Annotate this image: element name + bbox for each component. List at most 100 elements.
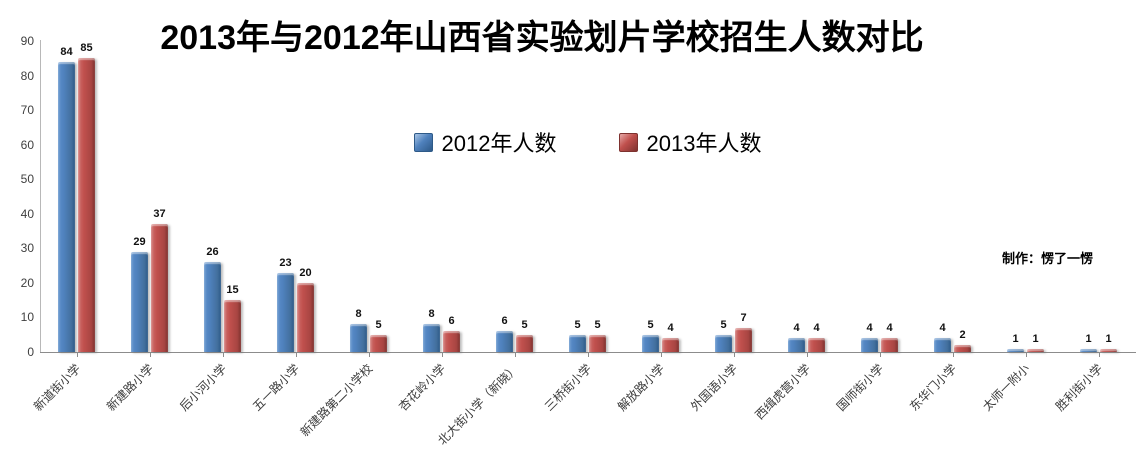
- bar-value-label: 8: [355, 308, 362, 321]
- x-axis-label: 东华门小学: [907, 361, 960, 414]
- y-axis-label: 60: [20, 137, 34, 152]
- bar-2012年人数: [1080, 348, 1097, 352]
- bar-value-label: 5: [594, 318, 601, 331]
- axis-tick: [368, 352, 370, 357]
- bar-2012年人数: [861, 338, 878, 352]
- axis-tick: [441, 352, 443, 357]
- x-axis-label: 后小河小学: [177, 361, 230, 414]
- bar-value-label: 15: [226, 284, 239, 297]
- bar-value-label: 5: [521, 318, 528, 331]
- x-axis-label: 外国语小学: [688, 361, 741, 414]
- bar-value-label: 84: [60, 45, 73, 58]
- bar-value-label: 5: [647, 318, 654, 331]
- axis-tick: [952, 352, 954, 357]
- bar-2012年人数: [642, 334, 659, 352]
- bar-2013年人数: [881, 338, 898, 352]
- axis-tick: [660, 352, 662, 357]
- axis-tick: [806, 352, 808, 357]
- bar-value-label: 4: [793, 322, 800, 335]
- axis-tick: [587, 352, 589, 357]
- bar-2013年人数: [1027, 348, 1044, 352]
- bar-2012年人数: [788, 338, 805, 352]
- x-axis-label: 五一路小学: [250, 361, 303, 414]
- legend-label: 2012年人数: [441, 131, 557, 156]
- bar-value-label: 6: [448, 315, 455, 328]
- y-axis-label: 40: [20, 206, 34, 221]
- y-axis-label: 50: [20, 172, 34, 187]
- bar-value-label: 2: [959, 329, 966, 342]
- bar-2013年人数: [443, 331, 460, 352]
- bar-value-label: 6: [501, 315, 508, 328]
- x-axis-label: 西缉虎营小学: [752, 361, 814, 423]
- x-axis-label: 新建路第二小学校: [298, 361, 376, 440]
- bar-2013年人数: [370, 334, 387, 352]
- x-axis-label: 新道街小学: [31, 361, 84, 414]
- legend-swatch-icon: [413, 132, 433, 152]
- legend-swatch-icon: [618, 132, 638, 152]
- y-axis-label: 0: [27, 345, 34, 359]
- chart-title: 2013年与2012年山西省实验划片学校招生人数对比: [160, 19, 924, 57]
- bar-value-label: 1: [1105, 332, 1112, 345]
- x-axis-label: 胜利街小学: [1053, 361, 1106, 414]
- y-axis-label: 10: [20, 310, 34, 325]
- bar-2013年人数: [78, 58, 95, 352]
- bar-value-label: 1: [1012, 332, 1019, 345]
- bar-value-label: 7: [740, 311, 747, 324]
- legend: 2012年人数 2013年人数: [40, 126, 1135, 158]
- bar-2013年人数: [808, 338, 825, 352]
- bar-value-label: 8: [428, 308, 435, 321]
- bar-value-label: 5: [574, 318, 581, 331]
- x-axis-label: 解放路小学: [615, 361, 668, 414]
- bar-2012年人数: [715, 334, 732, 352]
- bar-value-label: 1: [1032, 332, 1039, 345]
- bar-value-label: 5: [720, 318, 727, 331]
- bar-value-label: 4: [667, 322, 674, 335]
- bar-2013年人数: [735, 327, 752, 352]
- credit-text: 制作：愣了一愣: [1002, 251, 1094, 266]
- bar-value-label: 23: [279, 256, 292, 269]
- legend-item-2012年人数: 2012年人数: [413, 126, 557, 158]
- x-axis-label: 太师一附小: [980, 361, 1033, 414]
- bar-value-label: 1: [1085, 332, 1092, 345]
- bar-2013年人数: [151, 224, 168, 352]
- y-axis-label: 70: [20, 103, 34, 118]
- bar-value-label: 26: [206, 246, 219, 259]
- axis-tick: [149, 352, 151, 357]
- bar-value-label: 4: [939, 322, 946, 335]
- bar-value-label: 5: [375, 318, 382, 331]
- bar-2012年人数: [58, 61, 75, 352]
- bar-value-label: 29: [133, 235, 146, 248]
- bar-2013年人数: [589, 334, 606, 352]
- axis-tick: [879, 352, 881, 357]
- bar-2013年人数: [224, 300, 241, 352]
- bar-2012年人数: [1007, 348, 1024, 352]
- bar-2013年人数: [297, 282, 314, 352]
- y-axis-label: 20: [20, 275, 34, 290]
- bar-value-label: 4: [813, 322, 820, 335]
- bar-2012年人数: [131, 251, 148, 352]
- y-axis-line: [40, 40, 41, 353]
- x-axis-label: 三桥街小学: [542, 361, 595, 414]
- x-axis-label: 国师街小学: [834, 361, 887, 414]
- bar-value-label: 85: [80, 42, 93, 55]
- bar-2012年人数: [204, 262, 221, 352]
- bar-value-label: 4: [866, 322, 873, 335]
- y-axis-label: 30: [20, 241, 34, 256]
- y-axis-label: 90: [20, 34, 34, 48]
- bar-2013年人数: [1100, 348, 1117, 352]
- bar-2013年人数: [516, 334, 533, 352]
- axis-tick: [76, 352, 78, 357]
- axis-tick: [222, 352, 224, 357]
- bar-2013年人数: [662, 338, 679, 352]
- axis-tick: [1098, 352, 1100, 357]
- bar-2013年人数: [954, 345, 971, 352]
- bar-value-label: 20: [299, 266, 312, 279]
- bar-2012年人数: [496, 331, 513, 352]
- axis-tick: [514, 352, 516, 357]
- bar-2012年人数: [350, 324, 367, 352]
- bar-value-label: 37: [153, 208, 166, 221]
- axis-tick: [733, 352, 735, 357]
- axis-tick: [1025, 352, 1027, 357]
- plot-area: 84 85 29 37 26 15 23 20 8 5 8 6 6 5 5 5 5 4 5 7 4 4 4 4 4 2 1 1 1 1: [40, 41, 1135, 352]
